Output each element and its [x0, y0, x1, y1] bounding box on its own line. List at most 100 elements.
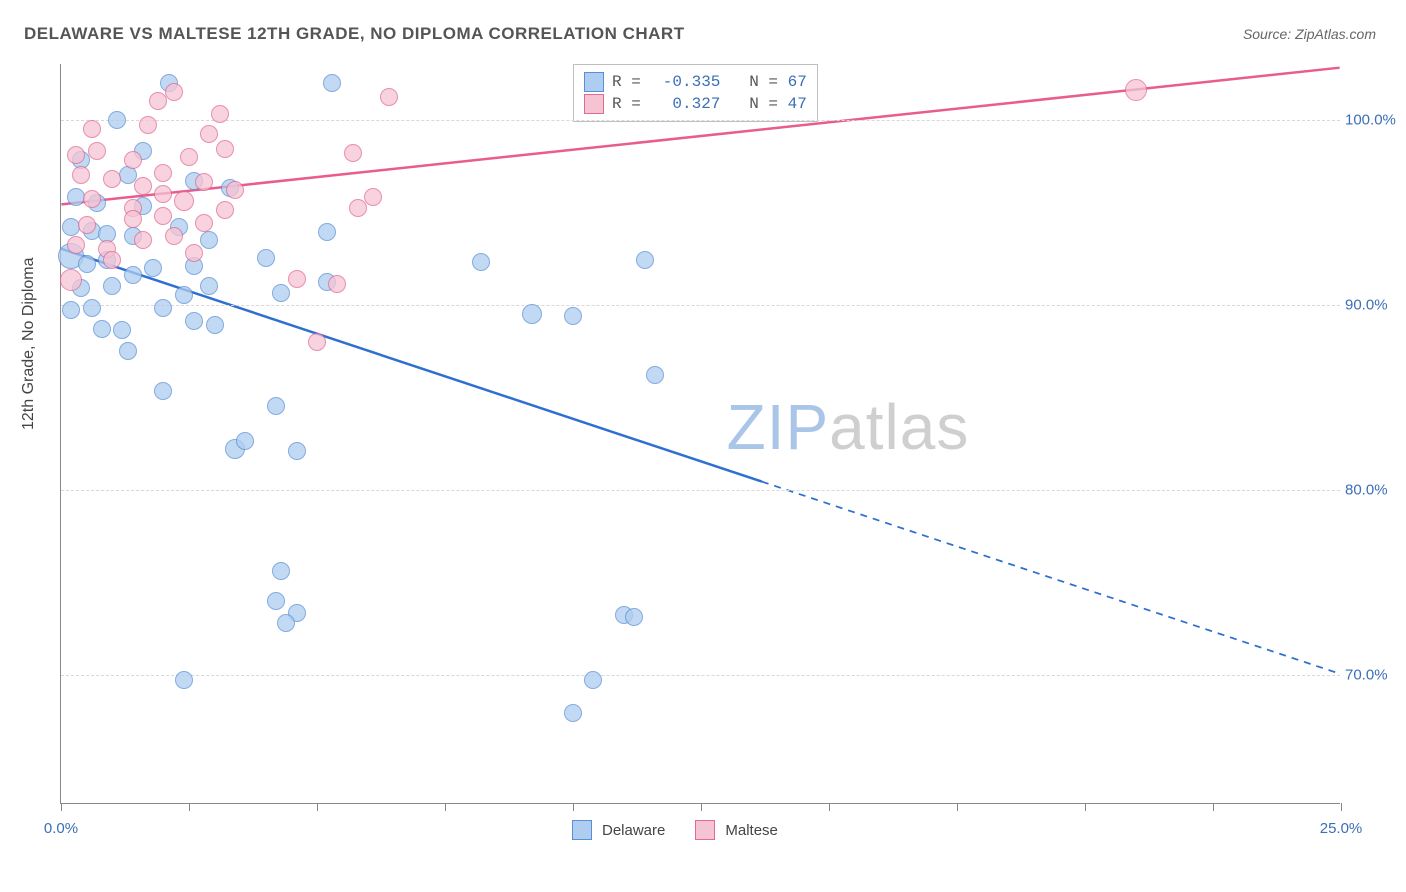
data-point	[272, 562, 290, 580]
data-point	[318, 223, 336, 241]
data-point	[103, 277, 121, 295]
x-tick	[1085, 803, 1086, 811]
data-point	[83, 299, 101, 317]
gridline-h	[61, 490, 1340, 491]
data-point	[83, 120, 101, 138]
data-point	[93, 320, 111, 338]
gridline-h	[61, 305, 1340, 306]
watermark: ZIPatlas	[727, 390, 970, 464]
source-attribution: Source: ZipAtlas.com	[1243, 26, 1376, 42]
legend-correlation-text: R = 0.327 N = 47	[612, 93, 807, 115]
legend-swatch	[695, 820, 715, 840]
x-tick	[317, 803, 318, 811]
data-point	[380, 88, 398, 106]
data-point	[288, 442, 306, 460]
data-point	[185, 244, 203, 262]
data-point	[103, 170, 121, 188]
x-tick	[1213, 803, 1214, 811]
data-point	[154, 299, 172, 317]
data-point	[272, 284, 290, 302]
data-point	[78, 255, 96, 273]
data-point	[124, 151, 142, 169]
data-point	[216, 201, 234, 219]
data-point	[472, 253, 490, 271]
watermark-zip: ZIP	[727, 391, 830, 463]
data-point	[67, 146, 85, 164]
data-point	[646, 366, 664, 384]
y-tick-label: 80.0%	[1345, 481, 1400, 498]
data-point	[119, 342, 137, 360]
data-point	[277, 614, 295, 632]
data-point	[154, 207, 172, 225]
data-point	[564, 704, 582, 722]
data-point	[124, 210, 142, 228]
x-tick	[61, 803, 62, 811]
data-point	[211, 105, 229, 123]
data-point	[257, 249, 275, 267]
chart-title: DELAWARE VS MALTESE 12TH GRADE, NO DIPLO…	[24, 24, 685, 44]
data-point	[200, 125, 218, 143]
y-tick-label: 70.0%	[1345, 666, 1400, 683]
data-point	[124, 266, 142, 284]
x-tick	[445, 803, 446, 811]
data-point	[154, 185, 172, 203]
data-point	[625, 608, 643, 626]
data-point	[185, 312, 203, 330]
x-tick	[957, 803, 958, 811]
legend-swatch	[584, 72, 604, 92]
plot-area: ZIPatlas R = -0.335 N = 67R = 0.327 N = …	[60, 64, 1340, 804]
x-tick	[573, 803, 574, 811]
data-point	[180, 148, 198, 166]
data-point	[165, 227, 183, 245]
x-tick	[189, 803, 190, 811]
data-point	[134, 231, 152, 249]
data-point	[195, 173, 213, 191]
data-point	[139, 116, 157, 134]
data-point	[175, 286, 193, 304]
data-point	[78, 216, 96, 234]
data-point	[108, 111, 126, 129]
legend-swatch	[584, 94, 604, 114]
data-point	[344, 144, 362, 162]
legend-correlation-row: R = 0.327 N = 47	[584, 93, 807, 115]
data-point	[323, 74, 341, 92]
trend-line-dashed	[762, 482, 1340, 674]
x-tick	[829, 803, 830, 811]
legend-correlation-row: R = -0.335 N = 67	[584, 71, 807, 93]
data-point	[636, 251, 654, 269]
y-tick-label: 100.0%	[1345, 111, 1400, 128]
data-point	[154, 164, 172, 182]
gridline-h	[61, 675, 1340, 676]
data-point	[175, 671, 193, 689]
data-point	[134, 177, 152, 195]
data-point	[288, 270, 306, 288]
trend-lines-layer	[61, 64, 1340, 803]
x-tick	[1341, 803, 1342, 811]
data-point	[154, 382, 172, 400]
y-tick-label: 90.0%	[1345, 296, 1400, 313]
data-point	[216, 140, 234, 158]
data-point	[83, 190, 101, 208]
y-axis-label: 12th Grade, No Diploma	[20, 257, 38, 430]
data-point	[328, 275, 346, 293]
data-point	[88, 142, 106, 160]
gridline-h	[61, 120, 1340, 121]
data-point	[584, 671, 602, 689]
data-point	[113, 321, 131, 339]
data-point	[174, 191, 194, 211]
data-point	[267, 592, 285, 610]
legend-correlation-text: R = -0.335 N = 67	[612, 71, 807, 93]
x-tick-label: 0.0%	[44, 820, 78, 837]
x-tick-label: 25.0%	[1320, 820, 1363, 837]
data-point	[200, 277, 218, 295]
legend-swatch	[572, 820, 592, 840]
data-point	[103, 251, 121, 269]
data-point	[206, 316, 224, 334]
data-point	[236, 432, 254, 450]
correlation-legend: R = -0.335 N = 67R = 0.327 N = 47	[573, 64, 818, 122]
data-point	[267, 397, 285, 415]
data-point	[364, 188, 382, 206]
data-point	[522, 304, 542, 324]
data-point	[60, 269, 82, 291]
data-point	[195, 214, 213, 232]
